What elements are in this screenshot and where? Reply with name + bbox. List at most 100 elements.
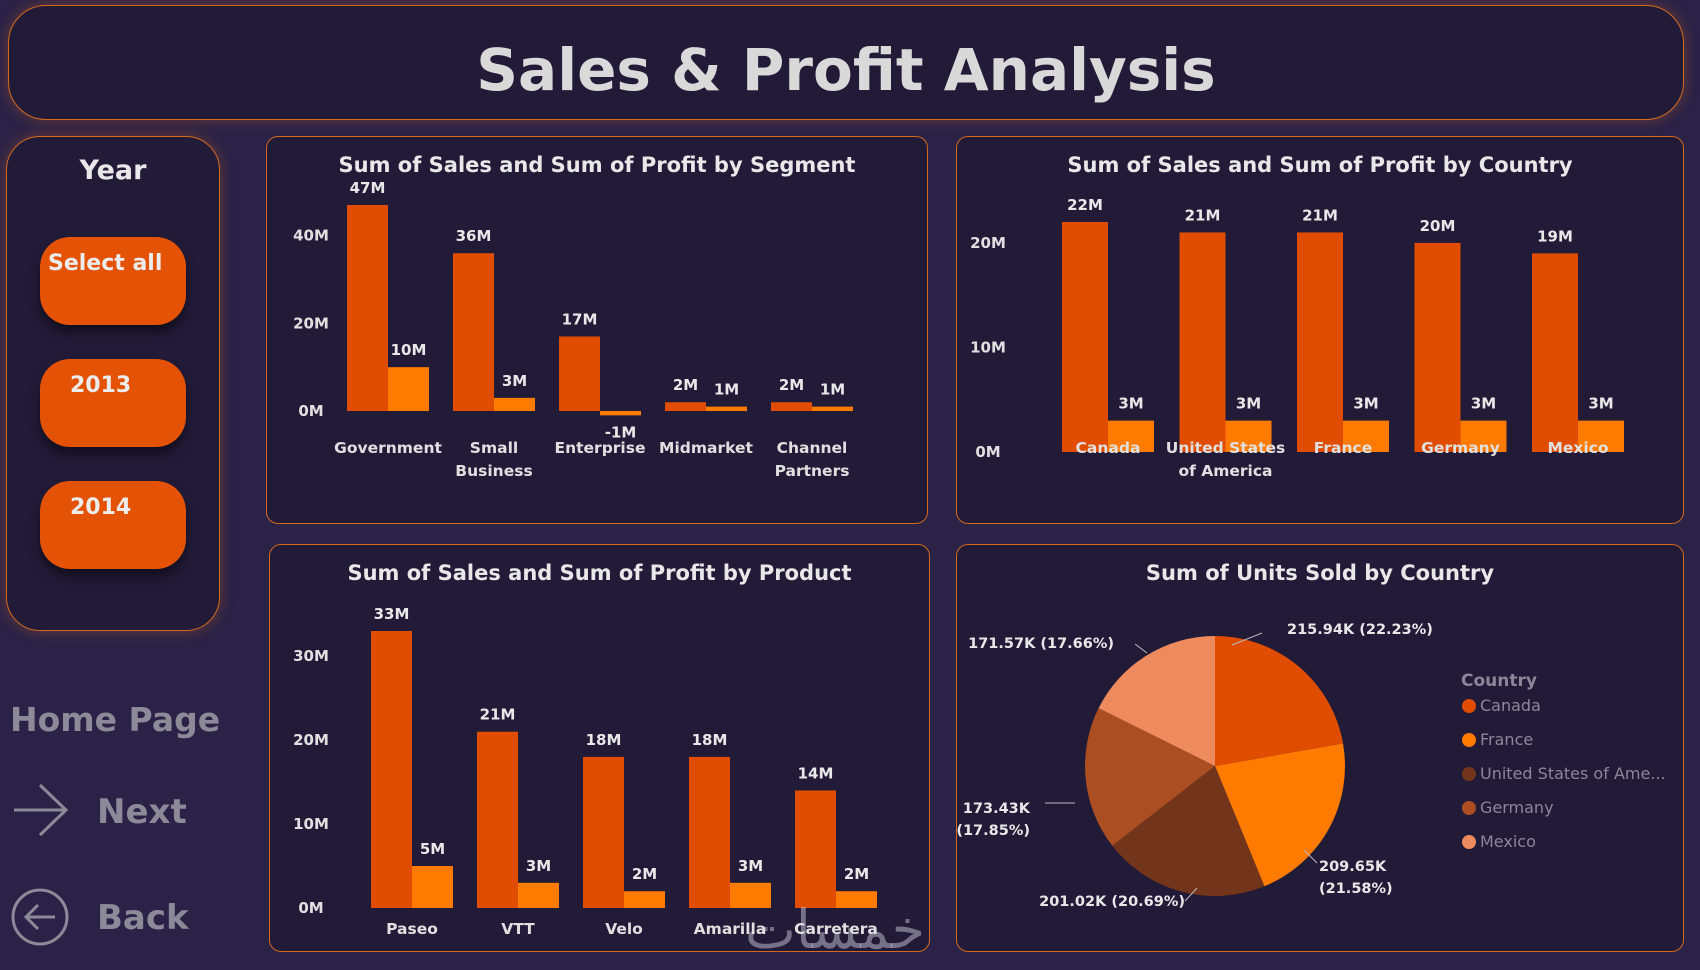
country-bar [1297,232,1343,452]
pie-data-label: 215.94K (22.23%) [1287,622,1433,638]
product-data-label: 21M [480,706,516,724]
back-button[interactable]: Back [97,898,189,938]
watermark-logo: خمسات [745,898,926,961]
pie-legend-marker [1462,699,1476,713]
country-ytick-label: 0M [975,443,1000,461]
country-data-label: 20M [1420,217,1456,235]
pie-legend-title: Country [1461,671,1537,691]
product-category-label: Velo [605,920,643,938]
pie-slice-mexico [1098,636,1215,766]
pie-slice-germany [1085,708,1215,846]
segment-bar [812,406,853,411]
segment-bar [771,402,812,411]
segment-data-label: 2M [673,376,698,394]
segment-data-label: 47M [350,179,386,197]
arrow-right-icon[interactable] [10,780,72,840]
country-bar [1460,420,1507,452]
segment-data-label: 1M [820,381,845,399]
pie-legend-label: France [1480,730,1533,749]
product-ytick-label: 20M [293,731,329,749]
pie-legend-label: Canada [1480,696,1541,715]
segment-bar [665,402,706,411]
segment-ytick-label: 0M [298,402,323,420]
pie-legend-label: Mexico [1480,832,1536,851]
product-category-label: Carretera [794,920,878,938]
units-chart-title: Sum of Units Sold by Country [1145,561,1495,585]
year-option-2014[interactable]: 2014 [40,481,186,569]
home-page-button[interactable]: Home Page [10,700,221,739]
segment-category-label: Partners [775,462,850,480]
year-slicer: Year Select all 2013 2014 [6,136,220,631]
country-bar [1108,420,1154,452]
segment-ytick-label: 20M [293,314,329,332]
product-category-label: Amarilla [694,920,767,938]
product-data-label: 3M [526,857,551,875]
country-chart-panel: Sum of Sales and Sum of Profit by Countr… [956,136,1684,524]
product-data-label: 2M [844,865,869,883]
country-data-label: 19M [1537,227,1573,245]
segment-data-label: 2M [779,376,804,394]
segment-category-label: Channel [777,439,848,457]
segment-category-label: Government [334,439,442,457]
product-bar [730,882,771,908]
segment-bar [453,253,494,411]
pie-legend-marker [1462,835,1476,849]
country-category-label: Germany [1421,439,1500,457]
pie-legend-marker [1462,733,1476,747]
segment-data-label: 3M [502,372,527,390]
country-ytick-label: 20M [970,234,1006,252]
year-option-select-all[interactable]: Select all [40,237,186,325]
product-data-label: 18M [586,731,622,749]
units-chart-panel: Sum of Units Sold by Country 215.94K (22… [956,544,1684,952]
country-data-label: 21M [1302,206,1338,224]
title-bar: Sales & Profit Analysis [8,5,1684,120]
segment-chart-title: Sum of Sales and Sum of Profit by Segmen… [338,153,856,177]
country-bar [1578,420,1624,452]
product-bar [836,891,877,908]
country-data-label: 21M [1185,206,1221,224]
pie-slice-united-states-of-ame- [1112,766,1265,896]
country-bar [1225,420,1272,452]
country-data-label: 3M [1353,395,1378,413]
product-bar [624,891,665,908]
segment-bar [388,367,429,411]
country-chart-title: Sum of Sales and Sum of Profit by Countr… [1067,153,1573,177]
country-data-label: 3M [1588,395,1613,413]
segment-bar [559,336,600,411]
product-data-label: 2M [632,865,657,883]
product-data-label: 3M [738,857,763,875]
pie-legend-marker [1462,801,1476,815]
segment-category-label: Enterprise [555,439,646,457]
product-bar [795,790,836,908]
product-ytick-label: 0M [298,899,323,917]
product-bar [412,866,453,908]
product-data-label: 14M [798,764,834,782]
pie-leader-line [1184,887,1198,902]
year-slicer-title: Year [79,155,147,186]
pie-leader-line [1231,632,1263,646]
segment-bar [600,411,641,416]
product-bar [518,882,559,908]
country-bar [1062,222,1108,452]
country-category-label: Canada [1076,439,1141,457]
country-bar [1414,242,1461,452]
pie-data-label: 201.02K (20.69%) [1039,894,1185,910]
product-bar [583,756,624,908]
product-category-label: VTT [501,920,535,938]
segment-chart-panel: Sum of Sales and Sum of Profit by Segmen… [266,136,928,524]
product-data-label: 5M [420,840,445,858]
segment-data-label: 36M [456,227,492,245]
pie-data-label: 171.57K (17.66%) [968,636,1114,652]
year-option-2013[interactable]: 2013 [40,359,186,447]
segment-data-label: 10M [391,341,427,359]
country-bar [1179,232,1226,452]
segment-category-label: Small [470,439,518,457]
segment-data-label: 1M [714,381,739,399]
product-bar-chart: 0M 10M 20M 30M 33M 5M Paseo 21M 3M VTT 18M 2M Velo 18… [293,605,878,938]
next-button[interactable]: Next [97,792,187,832]
back-arrow-icon[interactable] [10,886,72,948]
pie-legend-label: United States of Ame... [1480,764,1666,783]
product-category-label: Paseo [386,920,438,938]
segment-data-label: -1M [605,423,637,441]
pie-data-label: 209.65K (21.58%) [1319,859,1393,897]
